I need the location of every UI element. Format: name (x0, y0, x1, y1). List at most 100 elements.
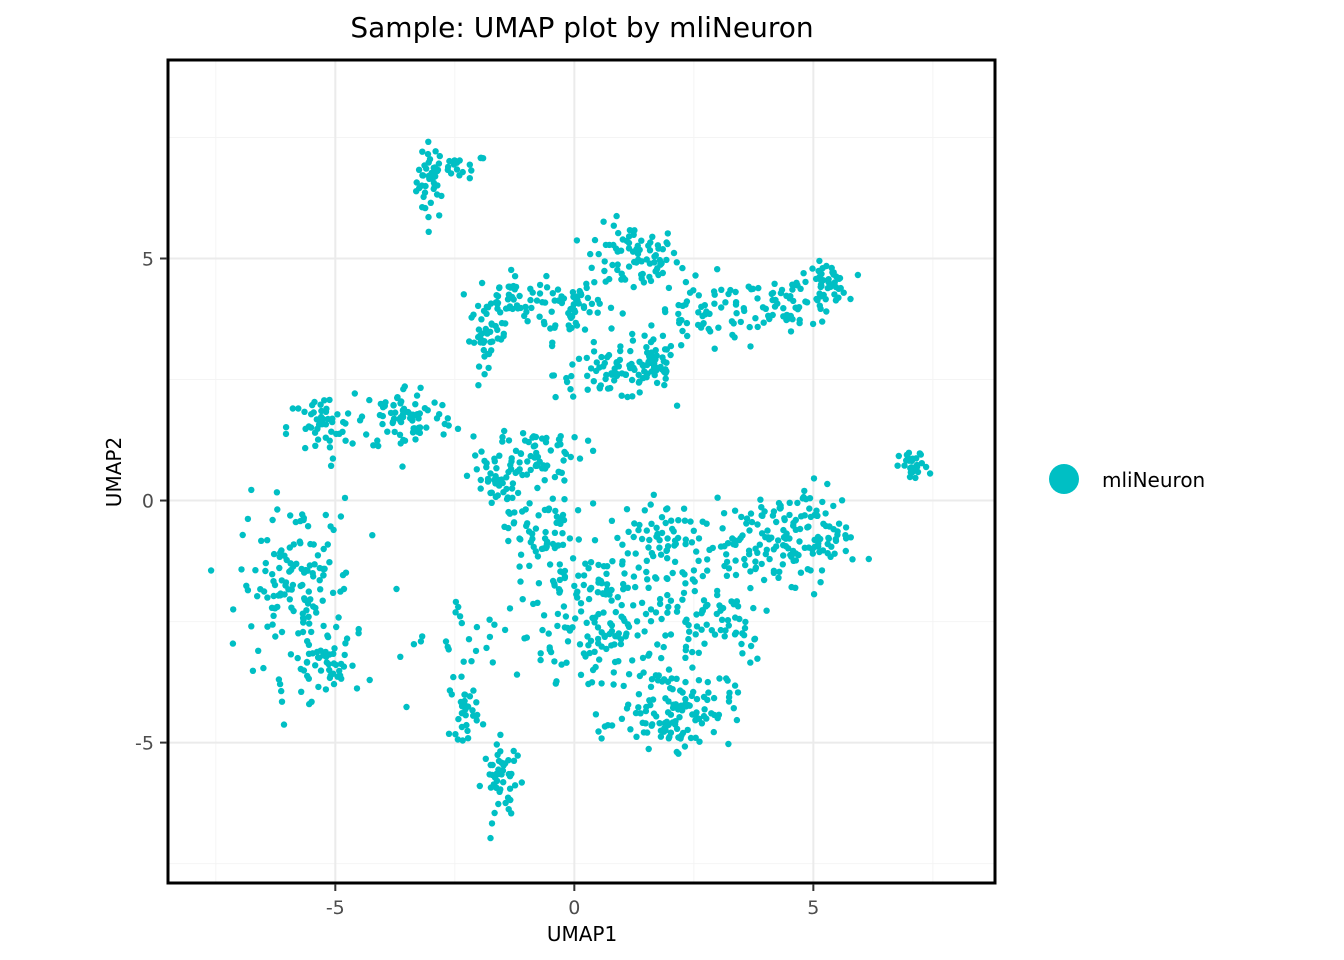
data-point (534, 553, 542, 560)
data-point (658, 514, 666, 521)
data-point (813, 295, 820, 303)
data-point (683, 319, 691, 327)
data-point (721, 562, 728, 570)
data-point (594, 635, 602, 643)
data-point (691, 587, 698, 595)
data-point (293, 560, 300, 567)
data-point (569, 555, 577, 562)
data-point (301, 569, 308, 576)
data-point (474, 302, 482, 310)
data-point (798, 513, 805, 520)
data-point (656, 595, 664, 603)
data-point (473, 466, 480, 473)
data-point (603, 581, 611, 588)
data-point (790, 297, 797, 305)
data-point (664, 709, 672, 716)
data-point (333, 623, 340, 631)
data-point (835, 520, 843, 527)
data-point (762, 534, 769, 541)
data-point (607, 384, 614, 392)
data-point (574, 507, 582, 514)
data-point (605, 351, 613, 359)
data-point (568, 313, 576, 320)
data-point (528, 304, 535, 312)
data-point (282, 579, 290, 586)
data-point (591, 236, 599, 244)
data-point (436, 411, 443, 418)
data-point (755, 284, 762, 292)
data-point (824, 480, 831, 488)
data-point (526, 500, 533, 507)
data-point (738, 513, 745, 521)
data-point (317, 419, 324, 426)
data-point (502, 799, 509, 807)
data-point (636, 672, 644, 680)
data-point (349, 662, 356, 669)
data-point (412, 436, 419, 443)
plot-border (166, 58, 997, 885)
data-point (475, 363, 483, 370)
data-point (535, 580, 543, 587)
data-point (680, 589, 688, 597)
data-point (760, 319, 767, 326)
data-point (375, 442, 382, 450)
data-point (307, 540, 314, 548)
data-point (551, 658, 558, 665)
data-point (830, 271, 837, 278)
data-point (313, 609, 320, 616)
data-point (374, 437, 381, 444)
data-point (318, 407, 325, 415)
data-point (302, 425, 309, 432)
data-point (556, 587, 564, 595)
data-point (463, 472, 471, 479)
data-point (830, 502, 837, 510)
data-point (742, 618, 749, 626)
data-point (323, 653, 330, 660)
data-point (648, 520, 655, 527)
data-point (594, 624, 602, 631)
data-point (614, 266, 621, 274)
y-axis-title: UMAP2 (102, 437, 126, 507)
data-point (659, 354, 666, 361)
data-point (603, 570, 610, 577)
data-point (552, 393, 559, 401)
data-point (722, 627, 729, 634)
data-point (722, 299, 729, 306)
data-point (414, 411, 421, 418)
data-point (725, 622, 732, 629)
data-point (483, 644, 490, 652)
data-point (509, 305, 516, 313)
data-point (399, 463, 406, 470)
data-point (391, 428, 398, 436)
data-point (661, 381, 668, 389)
data-point (499, 438, 506, 445)
data-point (549, 290, 556, 297)
data-point (575, 536, 582, 543)
data-point (563, 659, 570, 666)
y-tick-label: 0 (142, 491, 154, 513)
data-point (641, 368, 648, 375)
data-point (832, 283, 840, 291)
data-point (500, 779, 507, 786)
data-point (479, 721, 487, 728)
data-point (483, 464, 490, 471)
data-point (714, 266, 721, 273)
data-point (591, 537, 599, 544)
data-point (393, 585, 400, 593)
data-point (548, 308, 555, 315)
data-point (648, 549, 656, 557)
data-point (792, 557, 800, 564)
data-point (412, 401, 419, 408)
data-point (516, 459, 523, 466)
data-point (747, 343, 754, 350)
data-point (673, 675, 680, 682)
data-point (732, 301, 740, 308)
data-point (752, 558, 759, 565)
data-point (596, 656, 603, 663)
data-point (747, 642, 755, 650)
data-point (478, 154, 485, 161)
data-point (532, 525, 540, 532)
data-point (692, 717, 699, 724)
data-point (660, 676, 668, 683)
data-point (746, 527, 753, 534)
